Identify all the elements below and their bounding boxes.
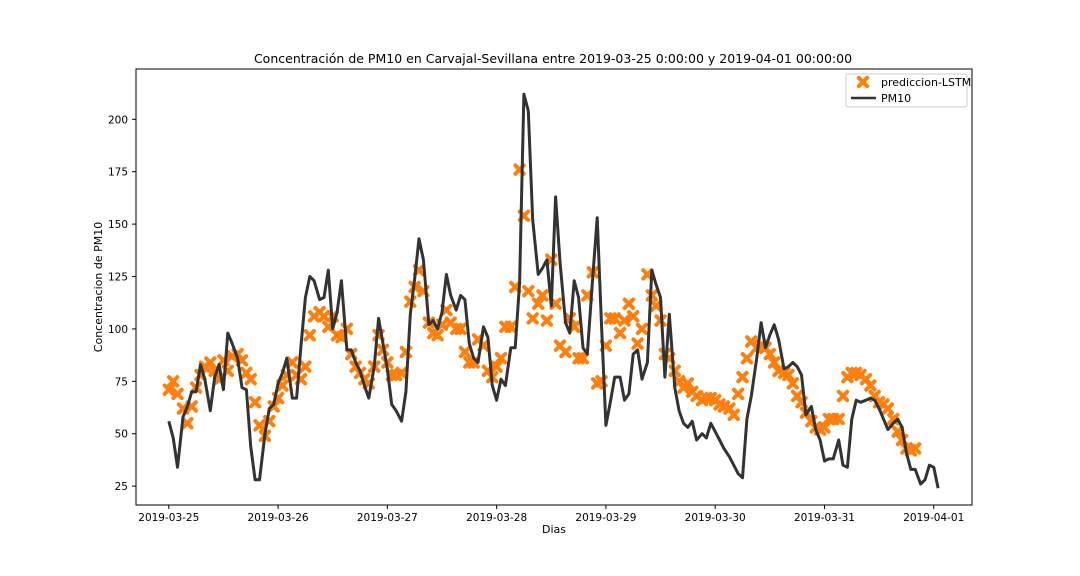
y-axis-label: Concentracion de PM10 <box>92 222 105 352</box>
prediction-point <box>522 284 535 298</box>
prediction-point <box>782 368 795 382</box>
prediction-point <box>559 345 572 359</box>
prediction-point <box>891 425 904 438</box>
y-tick-label: 175 <box>108 167 128 179</box>
prediction-point <box>204 356 217 369</box>
prediction-point <box>540 314 554 327</box>
y-tick-label: 100 <box>108 324 128 336</box>
prediction-point <box>526 312 539 325</box>
prediction-point <box>740 352 754 365</box>
prediction-point <box>731 387 745 401</box>
prediction-point <box>494 352 508 365</box>
x-axis-label: Dias <box>542 523 566 536</box>
y-tick-label: 25 <box>115 481 128 493</box>
prediction-point <box>836 389 850 403</box>
prediction-point <box>244 373 257 386</box>
prediction-point <box>299 360 312 373</box>
y-axis: 25 50 75 100 125 150 175 200 <box>108 114 136 493</box>
prediction-point <box>490 360 503 373</box>
y-tick-label: 125 <box>108 272 128 284</box>
x-tick-label: 2019-03-26 <box>248 512 309 524</box>
prediction-point <box>613 326 627 340</box>
prediction-point <box>395 366 408 380</box>
pm10-series-line <box>167 92 940 489</box>
prediction-point <box>181 417 194 430</box>
y-tick-label: 150 <box>108 219 128 231</box>
prediction-point <box>786 377 799 390</box>
x-tick-label: 2019-03-31 <box>794 512 855 524</box>
y-tick-label: 200 <box>108 114 128 126</box>
prediction-point <box>166 375 180 388</box>
prediction-point <box>818 421 831 434</box>
chart-title: Concentración de PM10 en Carvajal-Sevill… <box>254 51 852 66</box>
prediction-point <box>504 320 518 334</box>
prediction-point <box>864 379 877 392</box>
prediction-point <box>635 322 649 336</box>
prediction-point <box>681 377 695 390</box>
x-tick-label: 2019-03-28 <box>466 512 527 524</box>
prediction-point <box>768 356 781 369</box>
y-tick-label: 50 <box>115 429 128 441</box>
prediction-point <box>536 289 549 302</box>
prediction-point <box>286 356 299 369</box>
prediction-point <box>736 370 749 384</box>
prediction-point <box>608 312 621 325</box>
legend-box <box>845 73 968 108</box>
prediction-point <box>727 408 740 422</box>
legend-x-marker-icon <box>856 75 870 89</box>
prediction-point <box>431 329 444 342</box>
prediction-point <box>162 383 175 396</box>
prediction-point <box>454 322 467 336</box>
prediction-point <box>881 402 895 415</box>
prediction-point <box>531 297 545 310</box>
legend: prediccion-LSTM PM10 <box>845 73 971 108</box>
prediction-point <box>622 297 636 310</box>
legend-label-pm10: PM10 <box>881 92 911 105</box>
x-tick-label: 2019-03-30 <box>685 512 746 524</box>
legend-x-marker <box>856 75 870 89</box>
prediction-point <box>763 347 777 361</box>
prediction-point <box>248 396 262 409</box>
prediction-point <box>576 352 590 365</box>
prediction-point <box>618 314 631 327</box>
prediction-point <box>317 310 331 323</box>
x-tick-label: 2019-04-01 <box>903 512 964 524</box>
prediction-point <box>267 400 280 413</box>
plot-area <box>162 92 940 489</box>
x-tick-label: 2019-03-27 <box>357 512 418 524</box>
prediction-point <box>631 337 644 350</box>
legend-label-prediction: prediccion-LSTM <box>881 76 971 89</box>
prediction-point <box>908 442 922 455</box>
x-tick-label: 2019-03-25 <box>138 512 199 524</box>
prediction-point <box>303 329 316 342</box>
axes-frame <box>135 68 973 506</box>
prediction-point <box>649 299 663 313</box>
x-axis: 2019-03-25 2019-03-26 2019-03-27 2019-03-28… <box>138 505 964 524</box>
y-tick-label: 75 <box>115 376 128 388</box>
prediction-point <box>627 310 640 323</box>
prediction-point <box>832 412 845 426</box>
prediction-point <box>253 419 266 432</box>
x-tick-label: 2019-03-29 <box>575 512 636 524</box>
prediction-point <box>171 387 184 401</box>
prediction-point <box>458 345 472 359</box>
